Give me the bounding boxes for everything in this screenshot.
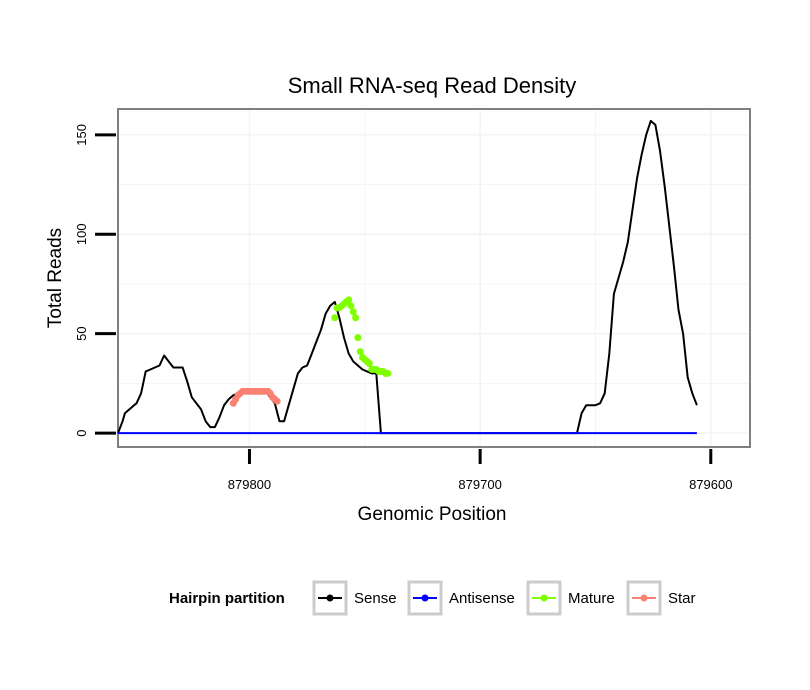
legend-key-point xyxy=(421,594,429,602)
gridlines xyxy=(118,109,750,447)
legend-label-antisense: Antisense xyxy=(449,590,515,607)
mature-point xyxy=(365,359,373,367)
legend-title: Hairpin partition xyxy=(169,590,285,607)
y-tick-label: 0 xyxy=(74,429,89,436)
legend-key-point xyxy=(326,594,334,602)
x-tick-label: 879800 xyxy=(228,477,271,492)
x-tick-label: 879700 xyxy=(458,477,501,492)
mature-point xyxy=(352,314,360,322)
chart-title: Small RNA-seq Read Density xyxy=(288,73,577,98)
legend: Hairpin partition Sense Antisense Mature St… xyxy=(169,580,696,616)
y-tick-label: 150 xyxy=(74,124,89,146)
legend-label-sense: Sense xyxy=(354,590,397,607)
axes-layer: 879800 879700 879600 0 50 100 150 xyxy=(74,124,732,492)
mature-point xyxy=(384,369,392,377)
sense-series-line xyxy=(117,119,698,435)
mature-point xyxy=(349,308,357,316)
y-axis-title: Total Reads xyxy=(45,228,66,328)
y-tick-label: 50 xyxy=(74,326,89,340)
legend-key-point xyxy=(640,594,648,602)
mature-point xyxy=(354,334,362,342)
x-axis-title: Genomic Position xyxy=(358,504,507,525)
mature-point xyxy=(347,302,355,310)
plot-panel-border xyxy=(117,108,751,448)
y-tick-label: 100 xyxy=(74,223,89,245)
mature-point xyxy=(345,296,353,304)
star-point xyxy=(273,397,281,405)
mature-point xyxy=(356,348,364,356)
x-tick-label: 879600 xyxy=(689,477,732,492)
series-layer xyxy=(117,119,698,435)
mature-point xyxy=(331,314,339,322)
legend-key-point xyxy=(540,594,548,602)
legend-label-star: Star xyxy=(668,590,696,607)
legend-label-mature: Mature xyxy=(568,590,615,607)
